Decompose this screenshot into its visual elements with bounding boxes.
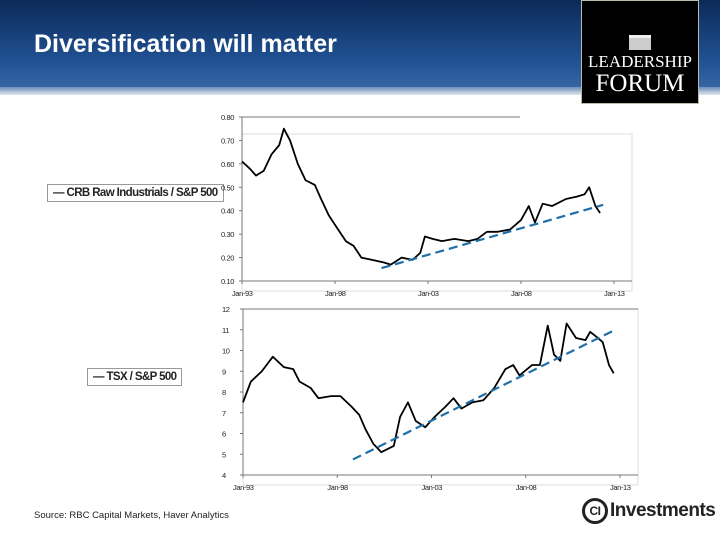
x-tick-label: Jan-03 (422, 483, 443, 492)
data-line (242, 322, 615, 454)
y-tick-label: 0.20 (221, 254, 234, 263)
data-line (241, 127, 601, 266)
x-tick-label: Jan-93 (233, 483, 254, 492)
x-tick-label: Jan-98 (325, 289, 346, 298)
trend-line (381, 203, 604, 270)
y-tick-label: 0.10 (221, 277, 234, 286)
x-tick-label: Jan-08 (516, 483, 537, 492)
y-tick-label: 9 (222, 367, 226, 376)
y-tick-label: 0.30 (221, 230, 234, 239)
legend-label: TSX / S&P 500 (106, 371, 178, 383)
ci-mark: CI (582, 498, 608, 524)
y-tick-label: 7 (222, 409, 226, 418)
y-tick-label: 12 (222, 305, 230, 314)
y-tick-label: 5 (222, 450, 226, 459)
x-tick-label: Jan-98 (327, 483, 348, 492)
y-tick-label: 0.50 (221, 183, 234, 192)
y-tick-label: 8 (222, 388, 226, 397)
legend-label: CRB Raw Industrials / S&P 500 (66, 187, 219, 199)
y-tick-label: 0.70 (221, 136, 234, 145)
source-note: Source: RBC Capital Markets, Haver Analy… (34, 510, 229, 521)
ci-text: Investments (610, 500, 716, 521)
ci-investments-logo: CI Investments (582, 498, 716, 524)
x-tick-label: Jan-03 (418, 289, 439, 298)
y-tick-label: 6 (222, 430, 226, 439)
legend-top: — CRB Raw Industrials / S&P 500 (47, 184, 224, 202)
trend-line (352, 328, 616, 461)
logo-line2: FORUM (595, 70, 685, 97)
leadership-forum-logo: LEADERSHIP FORUM (581, 0, 699, 104)
x-tick-label: Jan-93 (232, 289, 253, 298)
y-tick-label: 10 (222, 347, 230, 356)
x-tick-label: Jan-13 (610, 483, 631, 492)
y-tick-label: 11 (222, 326, 229, 335)
plot-frame (242, 308, 639, 486)
y-tick-label: 0.60 (221, 160, 234, 169)
slide-title: Diversification will matter (34, 30, 337, 58)
x-tick-label: Jan-13 (604, 289, 625, 298)
logo-line1: LEADERSHIP (588, 52, 692, 71)
y-tick-label: 0.40 (221, 207, 234, 216)
legend-bottom: — TSX / S&P 500 (87, 368, 183, 386)
y-tick-label: 0.80 (221, 113, 234, 122)
pillar-icon (629, 35, 651, 50)
x-tick-label: Jan-08 (511, 289, 532, 298)
y-tick-label: 4 (222, 471, 226, 480)
